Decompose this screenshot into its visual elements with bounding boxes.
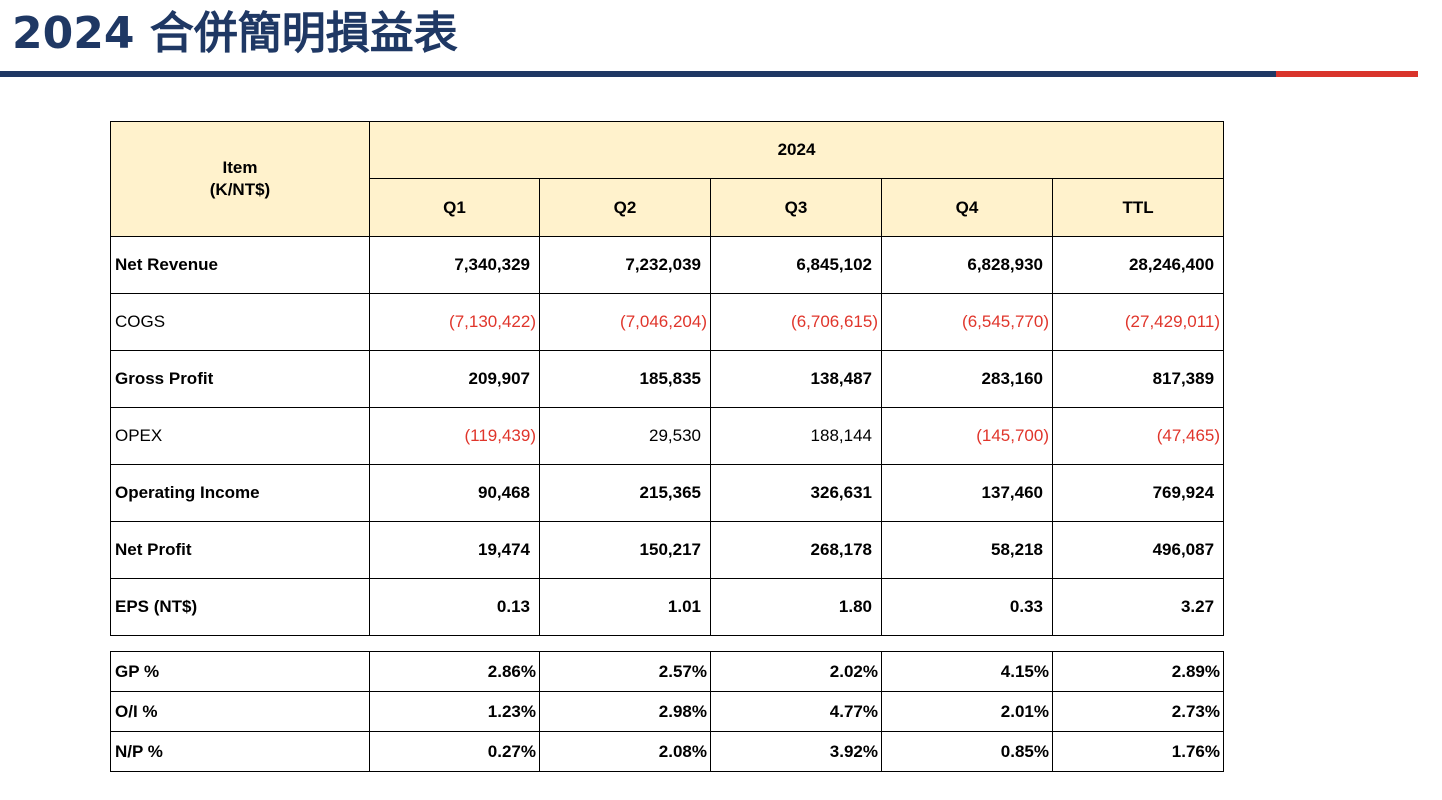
- cell-net-profit-q3: 268,178: [710, 521, 882, 579]
- page-title: 2024 合併簡明損益表: [12, 8, 458, 59]
- cell-gross-profit-q2: 185,835: [539, 350, 711, 408]
- income-statement-table: Item (K/NT$) 2024 Q1 Q2 Q3 Q4 TTL Net Re…: [110, 121, 1225, 636]
- ratio-cell-gp-q1: 2.86%: [369, 651, 540, 692]
- table-row: Operating Income 90,468 215,365 326,631 137,…: [110, 464, 1225, 522]
- row-label-operating-income: Operating Income: [110, 464, 370, 522]
- cell-operating-income-q4: 137,460: [881, 464, 1053, 522]
- ratio-cell-o-i-ttl: 2.73%: [1052, 691, 1224, 732]
- cell-net-revenue-q1: 7,340,329: [369, 236, 540, 294]
- table-row: Gross Profit 209,907 185,835 138,487 283,160…: [110, 350, 1225, 408]
- ratio-row: O/I % 1.23% 2.98% 4.77% 2.01% 2.73%: [110, 691, 1224, 732]
- ratio-cell-o-i-q2: 2.98%: [539, 691, 711, 732]
- cell-cogs-ttl: (27,429,011): [1051, 293, 1225, 351]
- column-header-q4: Q4: [881, 178, 1053, 237]
- row-label-opex: OPEX: [110, 407, 370, 465]
- cell-cogs-q4: (6,545,770): [881, 293, 1053, 351]
- ratio-label-n-p: N/P %: [110, 731, 370, 772]
- cell-net-profit-q4: 58,218: [881, 521, 1053, 579]
- ratio-label-o-i: O/I %: [110, 691, 370, 732]
- item-header: Item (K/NT$): [110, 121, 370, 237]
- table-row: Net Profit 19,474 150,217 268,178 58,218 496,…: [110, 521, 1225, 579]
- row-label-net-profit: Net Profit: [110, 521, 370, 579]
- row-label-eps-nt: EPS (NT$): [110, 578, 370, 636]
- cell-opex-q1: (119,439): [369, 407, 540, 465]
- cell-operating-income-ttl: 769,924: [1051, 464, 1225, 522]
- column-header-ttl: TTL: [1051, 178, 1225, 237]
- cell-eps-nt-q4: 0.33: [881, 578, 1053, 636]
- unit-header-label: (K/NT$): [209, 180, 271, 199]
- title-underline-red: [1276, 71, 1418, 77]
- ratio-cell-n-p-ttl: 1.76%: [1052, 731, 1224, 772]
- cell-operating-income-q2: 215,365: [539, 464, 711, 522]
- cell-operating-income-q3: 326,631: [710, 464, 882, 522]
- column-header-q2: Q2: [539, 178, 711, 237]
- ratio-cell-o-i-q4: 2.01%: [881, 691, 1053, 732]
- table-row: EPS (NT$) 0.13 1.01 1.80 0.33 3.27: [110, 578, 1225, 636]
- table-row: OPEX (119,439) 29,530 188,144 (145,700) (47,4…: [110, 407, 1225, 465]
- ratio-label-gp: GP %: [110, 651, 370, 692]
- cell-net-revenue-ttl: 28,246,400: [1051, 236, 1225, 294]
- ratio-cell-gp-q2: 2.57%: [539, 651, 711, 692]
- ratio-cell-gp-q4: 4.15%: [881, 651, 1053, 692]
- cell-gross-profit-ttl: 817,389: [1051, 350, 1225, 408]
- cell-net-revenue-q2: 7,232,039: [539, 236, 711, 294]
- cell-eps-nt-ttl: 3.27: [1051, 578, 1225, 636]
- column-header-q1: Q1: [369, 178, 540, 237]
- table-row: COGS (7,130,422) (7,046,204) (6,706,615) (6,…: [110, 293, 1225, 351]
- cell-cogs-q2: (7,046,204): [539, 293, 711, 351]
- cell-net-revenue-q4: 6,828,930: [881, 236, 1053, 294]
- cell-net-revenue-q3: 6,845,102: [710, 236, 882, 294]
- ratio-cell-o-i-q3: 4.77%: [710, 691, 882, 732]
- ratio-row: GP % 2.86% 2.57% 2.02% 4.15% 2.89%: [110, 651, 1224, 692]
- column-header-q3: Q3: [710, 178, 882, 237]
- ratio-cell-o-i-q1: 1.23%: [369, 691, 540, 732]
- ratio-cell-gp-q3: 2.02%: [710, 651, 882, 692]
- cell-gross-profit-q4: 283,160: [881, 350, 1053, 408]
- cell-net-profit-ttl: 496,087: [1051, 521, 1225, 579]
- cell-opex-q3: 188,144: [710, 407, 882, 465]
- year-header: 2024: [368, 121, 1225, 179]
- ratio-cell-n-p-q4: 0.85%: [881, 731, 1053, 772]
- cell-operating-income-q1: 90,468: [369, 464, 540, 522]
- table-row: Net Revenue 7,340,329 7,232,039 6,845,102 6,…: [110, 236, 1225, 294]
- cell-gross-profit-q3: 138,487: [710, 350, 882, 408]
- item-header-label: Item: [222, 158, 258, 177]
- cell-opex-q4: (145,700): [881, 407, 1053, 465]
- ratio-row: N/P % 0.27% 2.08% 3.92% 0.85% 1.76%: [110, 731, 1224, 772]
- cell-cogs-q1: (7,130,422): [369, 293, 540, 351]
- cell-net-profit-q2: 150,217: [539, 521, 711, 579]
- ratio-cell-n-p-q2: 2.08%: [539, 731, 711, 772]
- ratio-cell-n-p-q1: 0.27%: [369, 731, 540, 772]
- ratio-cell-n-p-q3: 3.92%: [710, 731, 882, 772]
- row-label-cogs: COGS: [110, 293, 370, 351]
- row-label-net-revenue: Net Revenue: [110, 236, 370, 294]
- ratio-table: GP % 2.86% 2.57% 2.02% 4.15% 2.89% O/I % 1.23% 2…: [110, 651, 1224, 772]
- cell-eps-nt-q2: 1.01: [539, 578, 711, 636]
- cell-opex-ttl: (47,465): [1051, 407, 1225, 465]
- ratio-cell-gp-ttl: 2.89%: [1052, 651, 1224, 692]
- title-underline-blue: [0, 71, 1276, 77]
- cell-opex-q2: 29,530: [539, 407, 711, 465]
- cell-eps-nt-q1: 0.13: [369, 578, 540, 636]
- cell-cogs-q3: (6,706,615): [710, 293, 882, 351]
- cell-eps-nt-q3: 1.80: [710, 578, 882, 636]
- cell-net-profit-q1: 19,474: [369, 521, 540, 579]
- row-label-gross-profit: Gross Profit: [110, 350, 370, 408]
- cell-gross-profit-q1: 209,907: [369, 350, 540, 408]
